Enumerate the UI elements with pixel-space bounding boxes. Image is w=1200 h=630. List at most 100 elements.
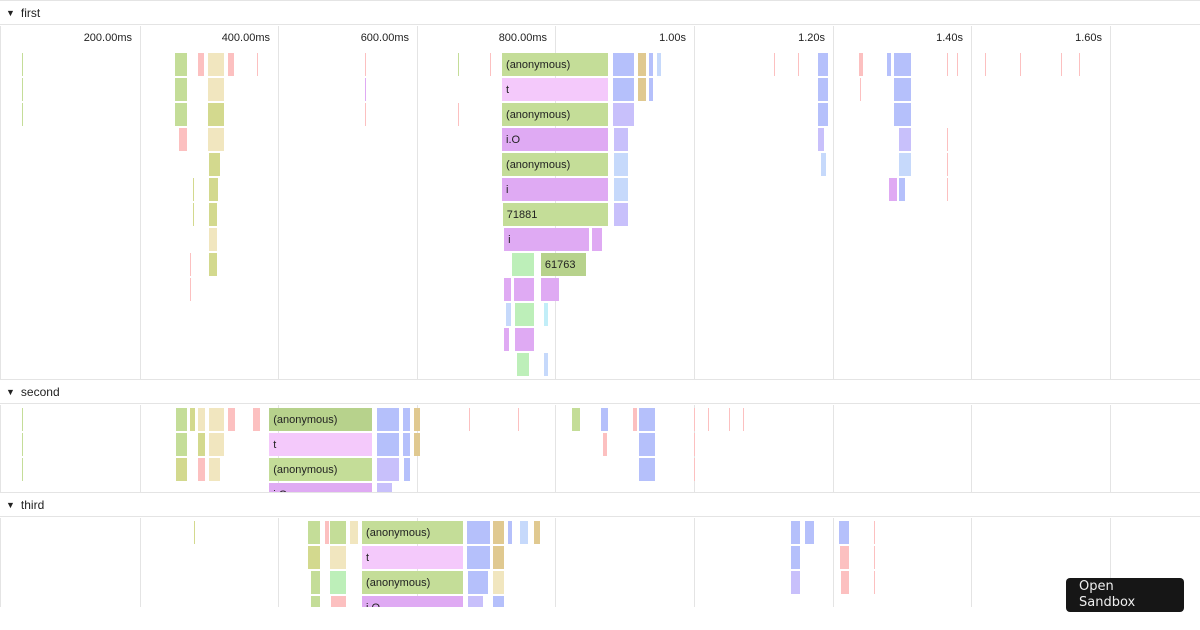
flame-frame[interactable] bbox=[514, 303, 534, 326]
flame-frame[interactable] bbox=[330, 571, 346, 594]
flame-frame[interactable] bbox=[307, 521, 321, 544]
flame-frame[interactable] bbox=[543, 353, 548, 376]
flame-frame[interactable] bbox=[493, 571, 504, 594]
flame-frame[interactable] bbox=[253, 408, 260, 431]
flame-frame-sliver[interactable] bbox=[797, 53, 799, 76]
flame-frame[interactable] bbox=[614, 178, 628, 201]
flame-frame[interactable] bbox=[197, 458, 206, 481]
flame-frame-sliver[interactable] bbox=[364, 103, 366, 126]
flame-frame[interactable] bbox=[887, 53, 892, 76]
flame-frame[interactable] bbox=[208, 53, 224, 76]
flame-frame[interactable] bbox=[791, 546, 800, 569]
flame-frame-sliver[interactable] bbox=[773, 53, 775, 76]
flame-frame[interactable] bbox=[403, 458, 411, 481]
flame-frame-sliver[interactable] bbox=[21, 408, 23, 431]
flame-frame[interactable] bbox=[511, 253, 535, 276]
flame-frame[interactable] bbox=[468, 596, 484, 607]
flame-frame[interactable] bbox=[507, 521, 512, 544]
flame-frame[interactable] bbox=[349, 521, 358, 544]
flame-frame-sliver[interactable] bbox=[21, 433, 23, 456]
flame-frame[interactable] bbox=[468, 571, 488, 594]
flame-frame-sliver[interactable] bbox=[190, 253, 192, 276]
flame-frame-sliver[interactable] bbox=[190, 278, 192, 301]
flame-frame[interactable] bbox=[517, 353, 529, 376]
flame-frame[interactable]: 71881 bbox=[502, 203, 608, 226]
flame-frame[interactable] bbox=[310, 571, 321, 594]
flame-frame[interactable] bbox=[514, 328, 534, 351]
flame-frame-sliver[interactable] bbox=[742, 408, 744, 431]
flame-frame-sliver[interactable] bbox=[364, 78, 366, 101]
flame-frame[interactable] bbox=[176, 408, 188, 431]
flame-frame[interactable] bbox=[190, 408, 195, 431]
flame-frame[interactable] bbox=[592, 228, 603, 251]
flame-frame[interactable] bbox=[174, 53, 188, 76]
flame-frame[interactable] bbox=[818, 128, 824, 151]
flame-frame-sliver[interactable] bbox=[694, 408, 695, 431]
flame-frame[interactable] bbox=[325, 521, 330, 544]
flame-frame[interactable] bbox=[633, 408, 638, 431]
flame-frame[interactable] bbox=[612, 103, 635, 126]
flame-frame[interactable] bbox=[612, 53, 635, 76]
flame-frame-sliver[interactable] bbox=[985, 53, 987, 76]
flame-frame[interactable] bbox=[838, 521, 849, 544]
section-header-first[interactable]: ▼ first bbox=[0, 0, 1200, 25]
flame-frame-sliver[interactable] bbox=[468, 408, 470, 431]
flame-frame[interactable] bbox=[504, 278, 511, 301]
flame-frame[interactable]: i bbox=[502, 178, 608, 201]
flame-frame[interactable] bbox=[377, 483, 393, 493]
flame-frame[interactable] bbox=[804, 521, 815, 544]
flame-frame-sliver[interactable] bbox=[458, 103, 460, 126]
flame-frame[interactable] bbox=[176, 458, 188, 481]
flame-frame[interactable]: 61763 bbox=[540, 253, 587, 276]
flame-frame[interactable]: t bbox=[502, 78, 608, 101]
flame-frame-sliver[interactable] bbox=[21, 458, 23, 481]
flame-frame[interactable] bbox=[520, 521, 529, 544]
flame-frame[interactable] bbox=[888, 178, 897, 201]
flame-frame[interactable] bbox=[377, 433, 400, 456]
flame-frame-sliver[interactable] bbox=[192, 203, 194, 226]
flame-frame[interactable] bbox=[197, 53, 204, 76]
flame-frame[interactable] bbox=[858, 53, 863, 76]
flame-frame-sliver[interactable] bbox=[946, 128, 948, 151]
flame-frame[interactable] bbox=[504, 328, 510, 351]
flame-frame[interactable] bbox=[377, 408, 400, 431]
flame-frame[interactable]: (anonymous) bbox=[269, 408, 373, 431]
flame-frame-sliver[interactable] bbox=[1019, 53, 1021, 76]
flame-frame[interactable] bbox=[818, 78, 829, 101]
flame-frame[interactable] bbox=[466, 546, 490, 569]
flame-frame[interactable] bbox=[208, 103, 224, 126]
flame-frame[interactable] bbox=[639, 458, 655, 481]
flame-frame[interactable] bbox=[601, 408, 608, 431]
flame-frame-sliver[interactable] bbox=[517, 408, 519, 431]
flame-frame[interactable] bbox=[791, 571, 800, 594]
flame-frame[interactable] bbox=[493, 596, 504, 607]
flame-frame[interactable] bbox=[614, 203, 628, 226]
flame-frame-sliver[interactable] bbox=[874, 546, 876, 569]
flame-frame[interactable]: t bbox=[362, 546, 463, 569]
section-header-third[interactable]: ▼ third bbox=[0, 492, 1200, 517]
flame-frame[interactable]: i.O bbox=[362, 596, 463, 607]
flame-frame[interactable] bbox=[402, 408, 411, 431]
flame-frame[interactable] bbox=[208, 458, 221, 481]
flame-frame[interactable] bbox=[505, 303, 511, 326]
flame-frame[interactable] bbox=[791, 521, 800, 544]
flame-frame-sliver[interactable] bbox=[21, 53, 23, 76]
flame-frame[interactable] bbox=[197, 408, 206, 431]
flame-frame[interactable] bbox=[179, 128, 188, 151]
flame-frame[interactable] bbox=[174, 78, 188, 101]
flame-frame-sliver[interactable] bbox=[489, 53, 491, 76]
flame-frame[interactable]: (anonymous) bbox=[502, 153, 608, 176]
flame-frame[interactable]: (anonymous) bbox=[502, 53, 608, 76]
flame-frame[interactable] bbox=[228, 408, 235, 431]
flame-frame[interactable]: (anonymous) bbox=[362, 521, 463, 544]
flame-frame[interactable] bbox=[414, 433, 420, 456]
flame-frame[interactable] bbox=[377, 458, 400, 481]
flame-frame[interactable]: (anonymous) bbox=[269, 458, 373, 481]
flame-frame[interactable] bbox=[639, 433, 655, 456]
flame-frame[interactable] bbox=[614, 153, 628, 176]
flame-frame[interactable]: (anonymous) bbox=[502, 103, 608, 126]
flame-frame[interactable] bbox=[310, 596, 321, 607]
flame-frame[interactable] bbox=[208, 433, 224, 456]
flame-frame[interactable] bbox=[208, 153, 220, 176]
flame-frame[interactable] bbox=[648, 78, 653, 101]
